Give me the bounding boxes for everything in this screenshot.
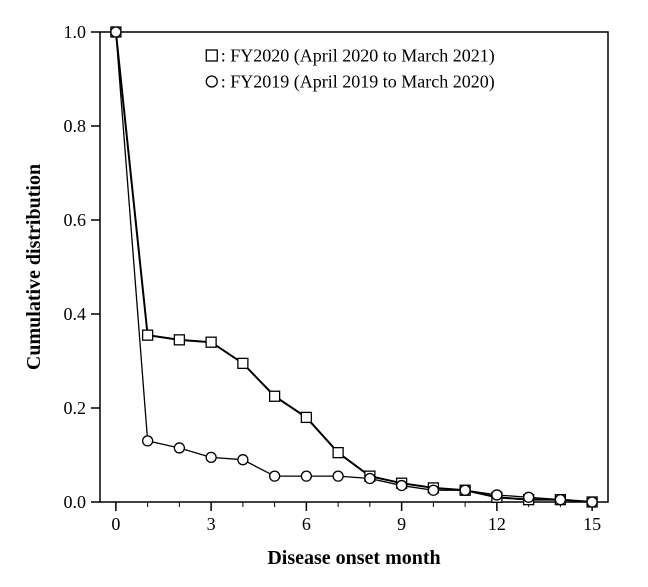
marker-FY2020: [333, 448, 343, 458]
marker-FY2019: [492, 490, 502, 500]
y-tick-label: 0.2: [64, 398, 87, 418]
marker-FY2019: [587, 497, 597, 507]
marker-FY2020: [206, 337, 216, 347]
marker-FY2019: [301, 471, 311, 481]
x-tick-label: 12: [488, 514, 506, 534]
marker-FY2020: [143, 330, 153, 340]
marker-FY2020: [270, 391, 280, 401]
marker-FY2019: [524, 492, 534, 502]
legend-marker-square-icon: [206, 50, 217, 61]
x-tick-label: 15: [583, 514, 601, 534]
marker-FY2019: [206, 452, 216, 462]
marker-FY2020: [174, 335, 184, 345]
x-axis-label: Disease onset month: [267, 547, 440, 569]
x-tick-label: 6: [302, 514, 311, 534]
x-tick-label: 9: [397, 514, 406, 534]
marker-FY2019: [428, 485, 438, 495]
y-tick-label: 0.4: [64, 304, 87, 324]
marker-FY2019: [397, 481, 407, 491]
legend-label: : FY2019 (April 2019 to March 2020): [221, 72, 495, 93]
marker-FY2019: [143, 436, 153, 446]
legend-marker-circle-icon: [206, 76, 217, 87]
marker-FY2019: [270, 471, 280, 481]
marker-FY2020: [301, 412, 311, 422]
marker-FY2020: [238, 358, 248, 368]
y-tick-label: 1.0: [64, 22, 87, 42]
marker-FY2019: [333, 471, 343, 481]
marker-FY2019: [174, 443, 184, 453]
marker-FY2019: [460, 485, 470, 495]
chart-container: 0 3 6 9 12 15 Disease onset month 0.0 0.2 0.4 0.6 0…: [0, 0, 648, 587]
legend-label: : FY2020 (April 2020 to March 2021): [221, 46, 495, 67]
marker-FY2019: [238, 455, 248, 465]
y-tick-label: 0.0: [64, 492, 87, 512]
marker-FY2019: [365, 474, 375, 484]
y-tick-label: 0.8: [64, 116, 87, 136]
x-tick-label: 0: [111, 514, 120, 534]
marker-FY2019: [555, 495, 565, 505]
y-tick-label: 0.6: [64, 210, 87, 230]
x-tick-label: 3: [207, 514, 216, 534]
cumulative-distribution-chart: 0 3 6 9 12 15 Disease onset month 0.0 0.2 0.4 0.6 0…: [0, 0, 648, 587]
marker-FY2019: [111, 27, 121, 37]
y-axis-label: Cumulative distribution: [23, 164, 45, 370]
